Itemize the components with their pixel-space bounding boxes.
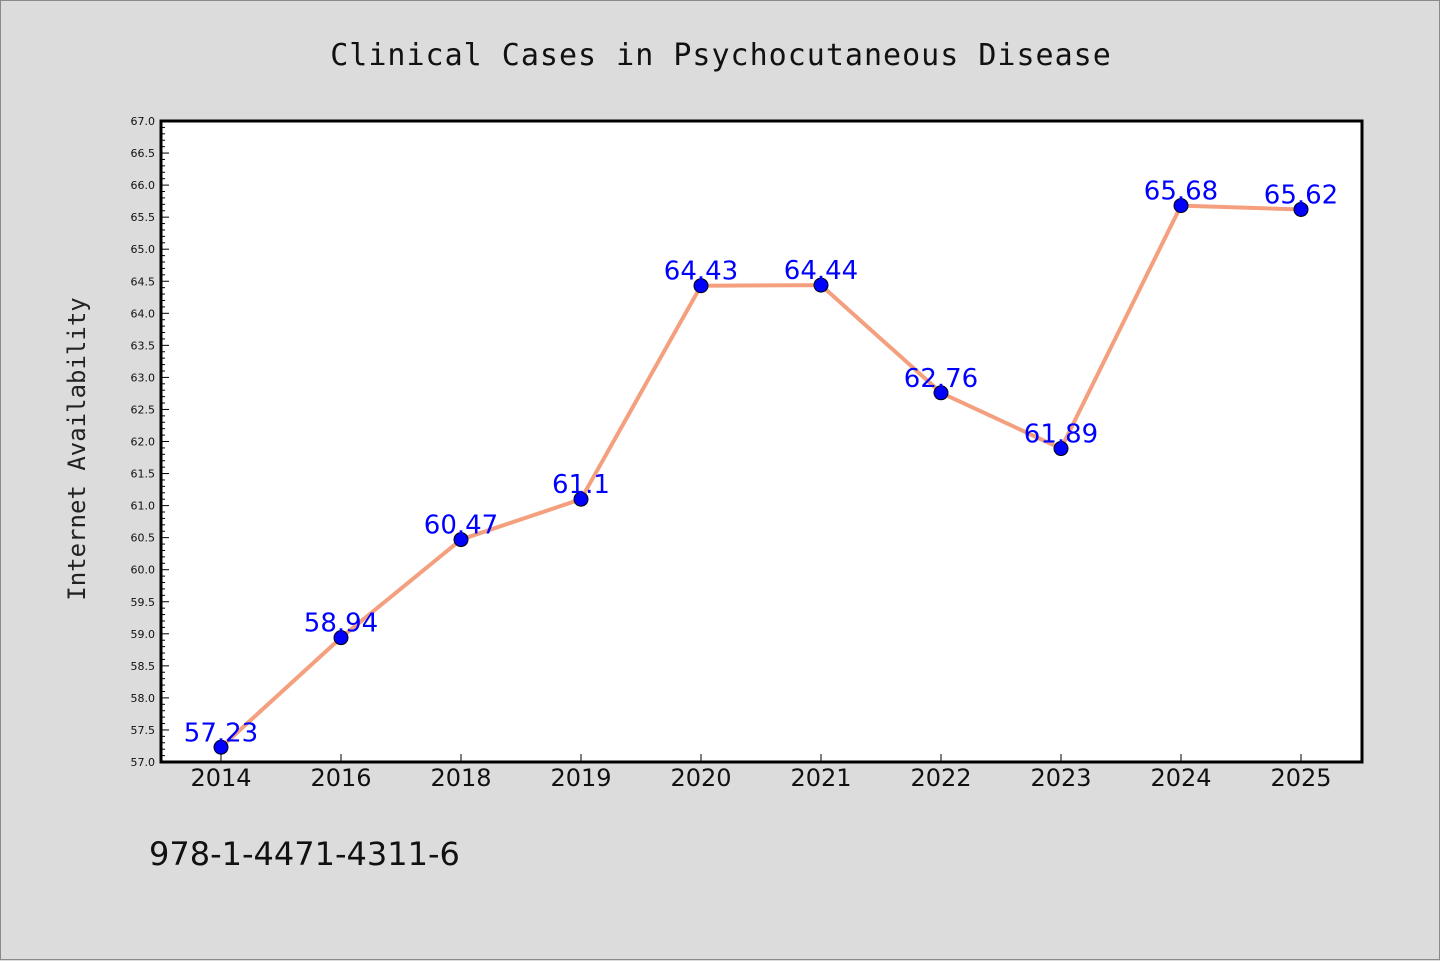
x-tick-label: 2018 bbox=[430, 764, 491, 792]
data-label: 62.76 bbox=[904, 364, 978, 394]
isbn-text: 978-1-4471-4311-6 bbox=[149, 835, 460, 873]
data-point bbox=[573, 491, 589, 507]
x-tick-label: 2023 bbox=[1030, 764, 1091, 792]
data-label: 64.43 bbox=[664, 257, 738, 287]
y-tick-label: 66.0 bbox=[131, 179, 156, 192]
data-point bbox=[813, 277, 829, 293]
y-axis-ticks: 57.0 57.5 58.0 58.5 59.0 59.5 60.0 60.5 61.0 61.5… bbox=[131, 115, 169, 769]
chart-title: Clinical Cases in Psychocutaneous Diseas… bbox=[330, 38, 1112, 73]
data-label: 61.1 bbox=[552, 470, 610, 500]
x-tick-label: 2016 bbox=[310, 764, 371, 792]
y-tick-label: 60.5 bbox=[131, 532, 156, 545]
data-label: 58.94 bbox=[304, 609, 378, 639]
data-point bbox=[933, 385, 949, 401]
data-point bbox=[333, 630, 349, 646]
x-tick-label: 2020 bbox=[670, 764, 731, 792]
y-tick-label: 58.5 bbox=[131, 660, 156, 673]
y-tick-label: 63.0 bbox=[131, 371, 156, 384]
data-point bbox=[213, 739, 229, 755]
y-tick-label: 57.5 bbox=[131, 724, 156, 737]
y-tick-label: 59.5 bbox=[131, 596, 156, 609]
y-tick-label: 60.0 bbox=[131, 564, 156, 577]
plot-area bbox=[161, 121, 1362, 762]
data-point bbox=[693, 278, 709, 294]
y-tick-label: 59.0 bbox=[131, 628, 156, 641]
y-tick-label: 57.0 bbox=[131, 756, 156, 769]
x-tick-label: 2022 bbox=[910, 764, 971, 792]
y-tick-label: 67.0 bbox=[131, 115, 156, 128]
plot-frame bbox=[159, 119, 1364, 764]
y-tick-label: 64.5 bbox=[131, 275, 156, 288]
series-line bbox=[219, 203, 1302, 749]
data-label: 57.23 bbox=[184, 718, 258, 748]
data-label: 60.47 bbox=[424, 511, 498, 541]
x-tick-label: 2024 bbox=[1150, 764, 1211, 792]
y-tick-label: 62.5 bbox=[131, 403, 156, 416]
y-tick-label: 58.0 bbox=[131, 692, 156, 705]
y-tick-label: 66.5 bbox=[131, 147, 156, 160]
data-label: 64.44 bbox=[784, 256, 858, 286]
data-label: 65.68 bbox=[1144, 177, 1218, 207]
y-tick-label: 64.0 bbox=[131, 307, 156, 320]
data-label: 65.62 bbox=[1264, 180, 1338, 210]
data-point bbox=[1173, 198, 1189, 214]
x-axis-ticks: 2014 2016 2018 2019 2020 2021 2022 2023 2024 2025 bbox=[190, 754, 1332, 792]
y-tick-label: 65.0 bbox=[131, 243, 156, 256]
data-point bbox=[1293, 201, 1309, 217]
x-tick-label: 2021 bbox=[790, 764, 851, 792]
data-point bbox=[453, 532, 469, 548]
data-label: 61.89 bbox=[1024, 420, 1098, 450]
data-labels: 57.23 58.94 60.47 61.1 64.43 64.44 62.76 61.89 6… bbox=[184, 177, 1338, 749]
data-markers bbox=[213, 198, 1309, 755]
y-tick-label: 63.5 bbox=[131, 339, 156, 352]
y-axis-label: Internet Availability bbox=[63, 297, 91, 600]
y-tick-label: 65.5 bbox=[131, 211, 156, 224]
x-tick-label: 2019 bbox=[550, 764, 611, 792]
data-point bbox=[1053, 441, 1069, 457]
x-tick-label: 2025 bbox=[1270, 764, 1331, 792]
y-tick-label: 62.0 bbox=[131, 436, 156, 449]
y-tick-label: 61.0 bbox=[131, 500, 156, 513]
y-tick-label: 61.5 bbox=[131, 468, 156, 481]
x-tick-label: 2014 bbox=[190, 764, 251, 792]
